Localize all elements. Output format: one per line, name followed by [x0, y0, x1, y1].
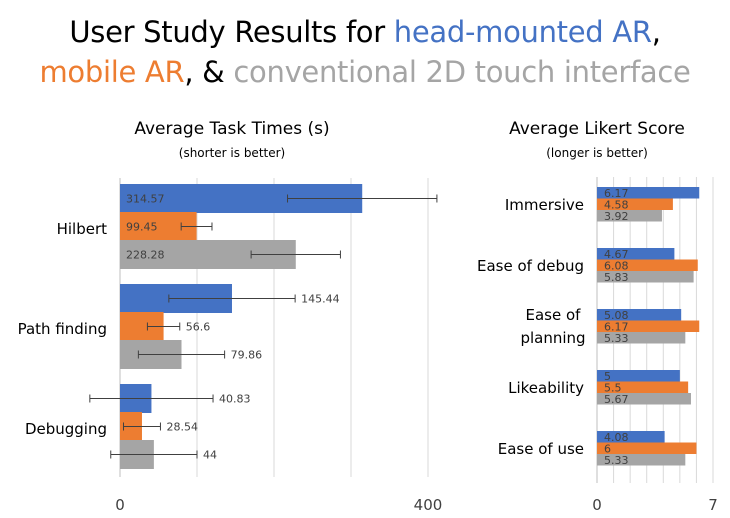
- right-data-label: 5.33: [604, 454, 629, 467]
- right-bar: [597, 332, 686, 344]
- right-data-label: 5.5: [604, 382, 622, 395]
- right-category-label: Likeability: [508, 379, 584, 397]
- title-ampersand: , &: [184, 55, 234, 89]
- left-data-label: 56.6: [186, 321, 211, 334]
- right-chart-title: Average Likert Score: [509, 119, 685, 139]
- left-x-tick-label: 400: [414, 496, 443, 514]
- right-data-label: 5.08: [604, 309, 629, 322]
- right-bar: [597, 320, 700, 332]
- right-data-label: 5.33: [604, 332, 629, 345]
- chart-title: User Study Results for head-mounted AR , …: [0, 12, 730, 92]
- left-data-label: 79.86: [231, 349, 262, 362]
- right-data-label: 5.67: [604, 393, 629, 406]
- left-data-label: 28.54: [166, 421, 198, 434]
- right-data-label: 3.92: [604, 210, 629, 223]
- right-bar: [597, 248, 675, 260]
- left-data-label: 99.45: [126, 221, 158, 234]
- right-bar: [597, 210, 662, 222]
- right-bar: [597, 309, 682, 321]
- right-data-label: 5.83: [604, 271, 629, 284]
- right-bar: [597, 187, 700, 199]
- left-data-label: 40.83: [219, 393, 251, 406]
- right-data-label: 5: [604, 370, 611, 383]
- left-data-label: 44: [203, 449, 217, 462]
- right-bar: [597, 442, 697, 454]
- right-category-label: Ease of: [526, 306, 582, 324]
- right-category-label: Ease of use: [498, 440, 584, 458]
- left-category-label: Debugging: [25, 420, 107, 438]
- title-line-1: User Study Results for head-mounted AR,: [0, 12, 730, 52]
- title-comma: ,: [651, 15, 661, 49]
- title-prefix: User Study Results for: [69, 15, 394, 49]
- right-data-label: 6.08: [604, 260, 629, 273]
- right-data-label: 4.67: [604, 248, 629, 261]
- left-category-label: Path finding: [18, 320, 107, 338]
- title-line-2: mobile AR, & conventional 2D touch inter…: [0, 52, 730, 92]
- left-chart-title: Average Task Times (s): [134, 119, 329, 139]
- right-x-tick-label: 7: [708, 496, 718, 514]
- right-data-label: 6.17: [604, 321, 629, 334]
- right-bar: [597, 271, 694, 283]
- right-bar: [597, 454, 686, 466]
- right-bar: [597, 259, 698, 271]
- left-category-label: Hilbert: [57, 220, 108, 238]
- title-series-mobile: mobile AR: [39, 55, 185, 89]
- right-data-label: 4.08: [604, 431, 629, 444]
- right-bar: [597, 431, 665, 443]
- left-data-label: 314.57: [126, 193, 165, 206]
- right-bar: [597, 370, 680, 382]
- right-bar: [597, 198, 673, 210]
- left-data-label: 228.28: [126, 249, 165, 262]
- right-category-label: planning: [520, 329, 585, 347]
- title-series-conventional: conventional 2D touch interface: [233, 55, 691, 89]
- left-chart-subtitle: (shorter is better): [179, 146, 285, 160]
- right-category-label: Ease of debug: [477, 257, 584, 275]
- left-data-label: 145.44: [301, 293, 340, 306]
- left-x-tick-label: 0: [115, 496, 125, 514]
- right-category-label: Immersive: [505, 196, 584, 214]
- right-data-label: 6.17: [604, 187, 629, 200]
- right-x-tick-label: 0: [592, 496, 602, 514]
- title-series-head-mounted: head-mounted AR: [393, 15, 652, 49]
- right-chart-subtitle: (longer is better): [546, 146, 648, 160]
- right-data-label: 4.58: [604, 199, 629, 212]
- right-data-label: 6: [604, 443, 611, 456]
- right-bar: [597, 393, 691, 405]
- right-bar: [597, 381, 689, 393]
